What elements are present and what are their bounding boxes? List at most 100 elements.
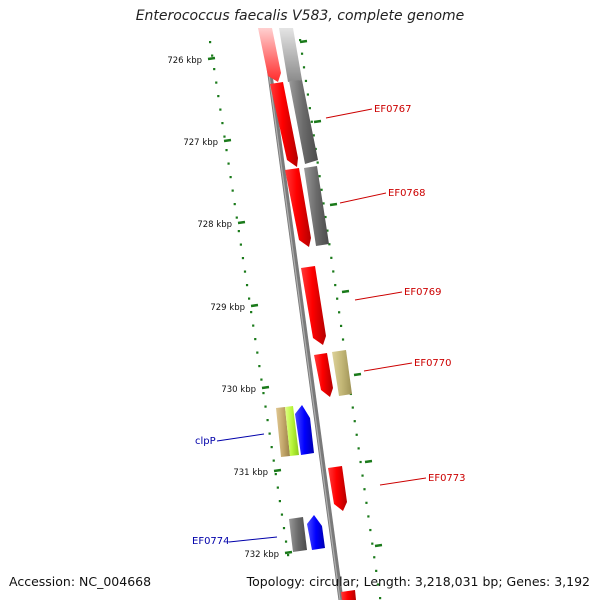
track-dot: [365, 501, 368, 504]
track-dot: [287, 554, 290, 557]
gene-label-ef0774: EF0774: [192, 536, 230, 547]
tick-label: 728 kbp: [197, 220, 232, 230]
tick-mark: [207, 56, 216, 61]
track-dot: [209, 41, 212, 44]
genome-title: Enterococcus faecalis V583, complete gen…: [135, 8, 465, 24]
track-dot: [322, 202, 325, 205]
track-dot: [270, 446, 273, 449]
tick-mark: [250, 303, 259, 308]
inner-dotted-track: [209, 41, 290, 557]
gene-arrow-top-gray: [279, 28, 302, 82]
tick-mark: [237, 220, 246, 225]
outer-tick-mark: [329, 202, 338, 207]
gene-arrow-ef0770-olive: [332, 350, 352, 396]
track-dot: [338, 311, 341, 314]
track-dot: [233, 203, 236, 206]
gene-arrow-ef0769: [301, 266, 326, 345]
topology-text: Topology: circular; Length: 3,218,031 bp…: [246, 574, 590, 589]
track-dot: [332, 270, 335, 273]
track-dot: [316, 161, 319, 164]
track-dot: [245, 284, 249, 287]
tick-mark: [223, 138, 232, 143]
track-dot: [264, 405, 267, 408]
gene-arrow-clpp-lime: [285, 406, 299, 456]
track-dot: [326, 229, 329, 232]
track-dot: [330, 256, 333, 259]
track-dot: [239, 243, 242, 246]
track-dot: [284, 540, 288, 543]
tick-label: 729 kbp: [210, 303, 245, 313]
track-dot: [221, 122, 224, 125]
gene-label-clpp: clpP: [195, 436, 216, 447]
track-dot: [377, 583, 380, 586]
track-dot: [324, 215, 327, 219]
track-dot: [367, 515, 370, 518]
gene-arrow-clpp-tan: [276, 407, 290, 457]
outer-tick-mark: [299, 39, 308, 44]
gene-label-ef0770: EF0770: [414, 358, 452, 369]
track-dot: [318, 175, 321, 178]
track-dot: [355, 433, 358, 436]
gene-arrow-clpp-blue: [295, 405, 314, 455]
track-dot: [254, 338, 257, 341]
gene-features: [258, 28, 356, 600]
track-dot: [274, 473, 277, 476]
gene-arrow-ef0767-red: [270, 82, 298, 167]
gene-arrow-ef0774-gray: [289, 517, 307, 552]
track-dot: [328, 243, 331, 246]
track-dot: [299, 39, 302, 42]
tick-label: 731 kbp: [233, 468, 268, 478]
track-dot: [278, 500, 281, 503]
track-dot: [282, 527, 286, 530]
track-dot: [215, 81, 218, 84]
tick-mark: [273, 468, 282, 473]
track-dot: [252, 324, 255, 327]
track-dot: [276, 486, 279, 489]
track-dot: [359, 460, 362, 464]
track-dot: [266, 419, 269, 422]
track-dot: [250, 311, 253, 314]
track-dot: [379, 597, 382, 600]
track-dot: [272, 459, 275, 462]
gene-arrow-ef0773: [328, 466, 347, 511]
gene-arrow-ef0770-red: [314, 353, 333, 397]
track-dot: [213, 68, 216, 71]
gene-label-leaders: [216, 108, 427, 543]
track-dot: [351, 406, 354, 409]
track-dot: [369, 528, 372, 532]
track-dot: [320, 188, 323, 191]
track-dot: [248, 297, 251, 300]
outer-tick-mark: [353, 372, 362, 377]
outer-tick-mark: [374, 543, 383, 548]
track-dot: [229, 176, 232, 179]
outer-tick-mark: [313, 119, 322, 124]
track-dot: [371, 542, 374, 545]
track-dot: [336, 297, 339, 300]
track-dot: [219, 108, 222, 111]
tick-label: 726 kbp: [167, 56, 202, 66]
track-dot: [227, 162, 230, 165]
gene-arrow-bottom-red: [341, 590, 356, 600]
track-dot: [312, 134, 315, 137]
backbone-highlight: [262, 29, 341, 600]
track-dot: [241, 257, 245, 260]
track-dot: [353, 420, 356, 423]
track-dot: [363, 488, 366, 491]
track-dot: [280, 513, 284, 516]
track-dot: [211, 54, 214, 57]
track-dot: [217, 95, 220, 98]
track-dot: [306, 93, 310, 96]
gene-arrow-ef0768-gray: [304, 166, 329, 246]
track-dot: [243, 270, 247, 273]
outer-tick-mark: [341, 289, 350, 294]
track-dot: [225, 149, 228, 152]
tick-label: 732 kbp: [244, 550, 279, 560]
track-dot: [304, 79, 308, 83]
track-dot: [375, 569, 378, 572]
track-dot: [339, 324, 343, 328]
outer-tick-mark: [364, 459, 373, 464]
track-dot: [260, 378, 263, 381]
gene-label-ef0773: EF0773: [428, 473, 466, 484]
track-dot: [262, 392, 265, 395]
